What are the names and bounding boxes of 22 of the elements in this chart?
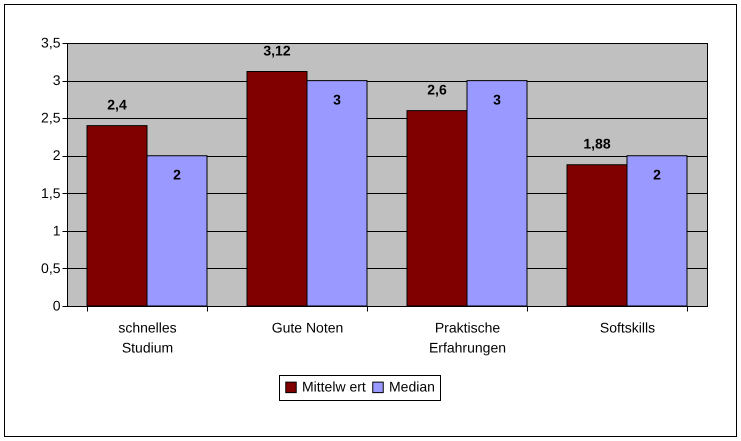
y-tick-label: 2,5: [41, 110, 61, 126]
legend-label: Mittelw ert: [302, 378, 366, 394]
y-tick-label: 3,5: [41, 34, 61, 50]
y-tick-label: 3: [52, 72, 61, 88]
x-tick-label: schnelles Studium: [118, 320, 177, 356]
y-tick-label: 1,5: [41, 184, 61, 201]
x-tick-label: Praktische Erfahrungen: [428, 320, 506, 356]
y-tick-label: 0: [52, 298, 61, 314]
data-label: 3,12: [263, 42, 291, 59]
x-tick-label: Gute Noten: [272, 320, 344, 336]
y-tick-label: 1: [52, 222, 61, 238]
data-label: 2,6: [427, 82, 447, 98]
data-label: 1,88: [583, 136, 611, 152]
legend-label: Median: [389, 378, 435, 394]
y-tick-label: 2: [52, 147, 61, 164]
x-tick-label: Softskills: [600, 320, 656, 336]
data-label: 2: [173, 166, 182, 183]
data-label: 3: [333, 92, 342, 108]
data-label: 2: [653, 166, 662, 183]
y-tick-label: 0,5: [41, 260, 61, 276]
data-label: 2,4: [107, 96, 127, 113]
data-label: 3: [493, 92, 502, 108]
